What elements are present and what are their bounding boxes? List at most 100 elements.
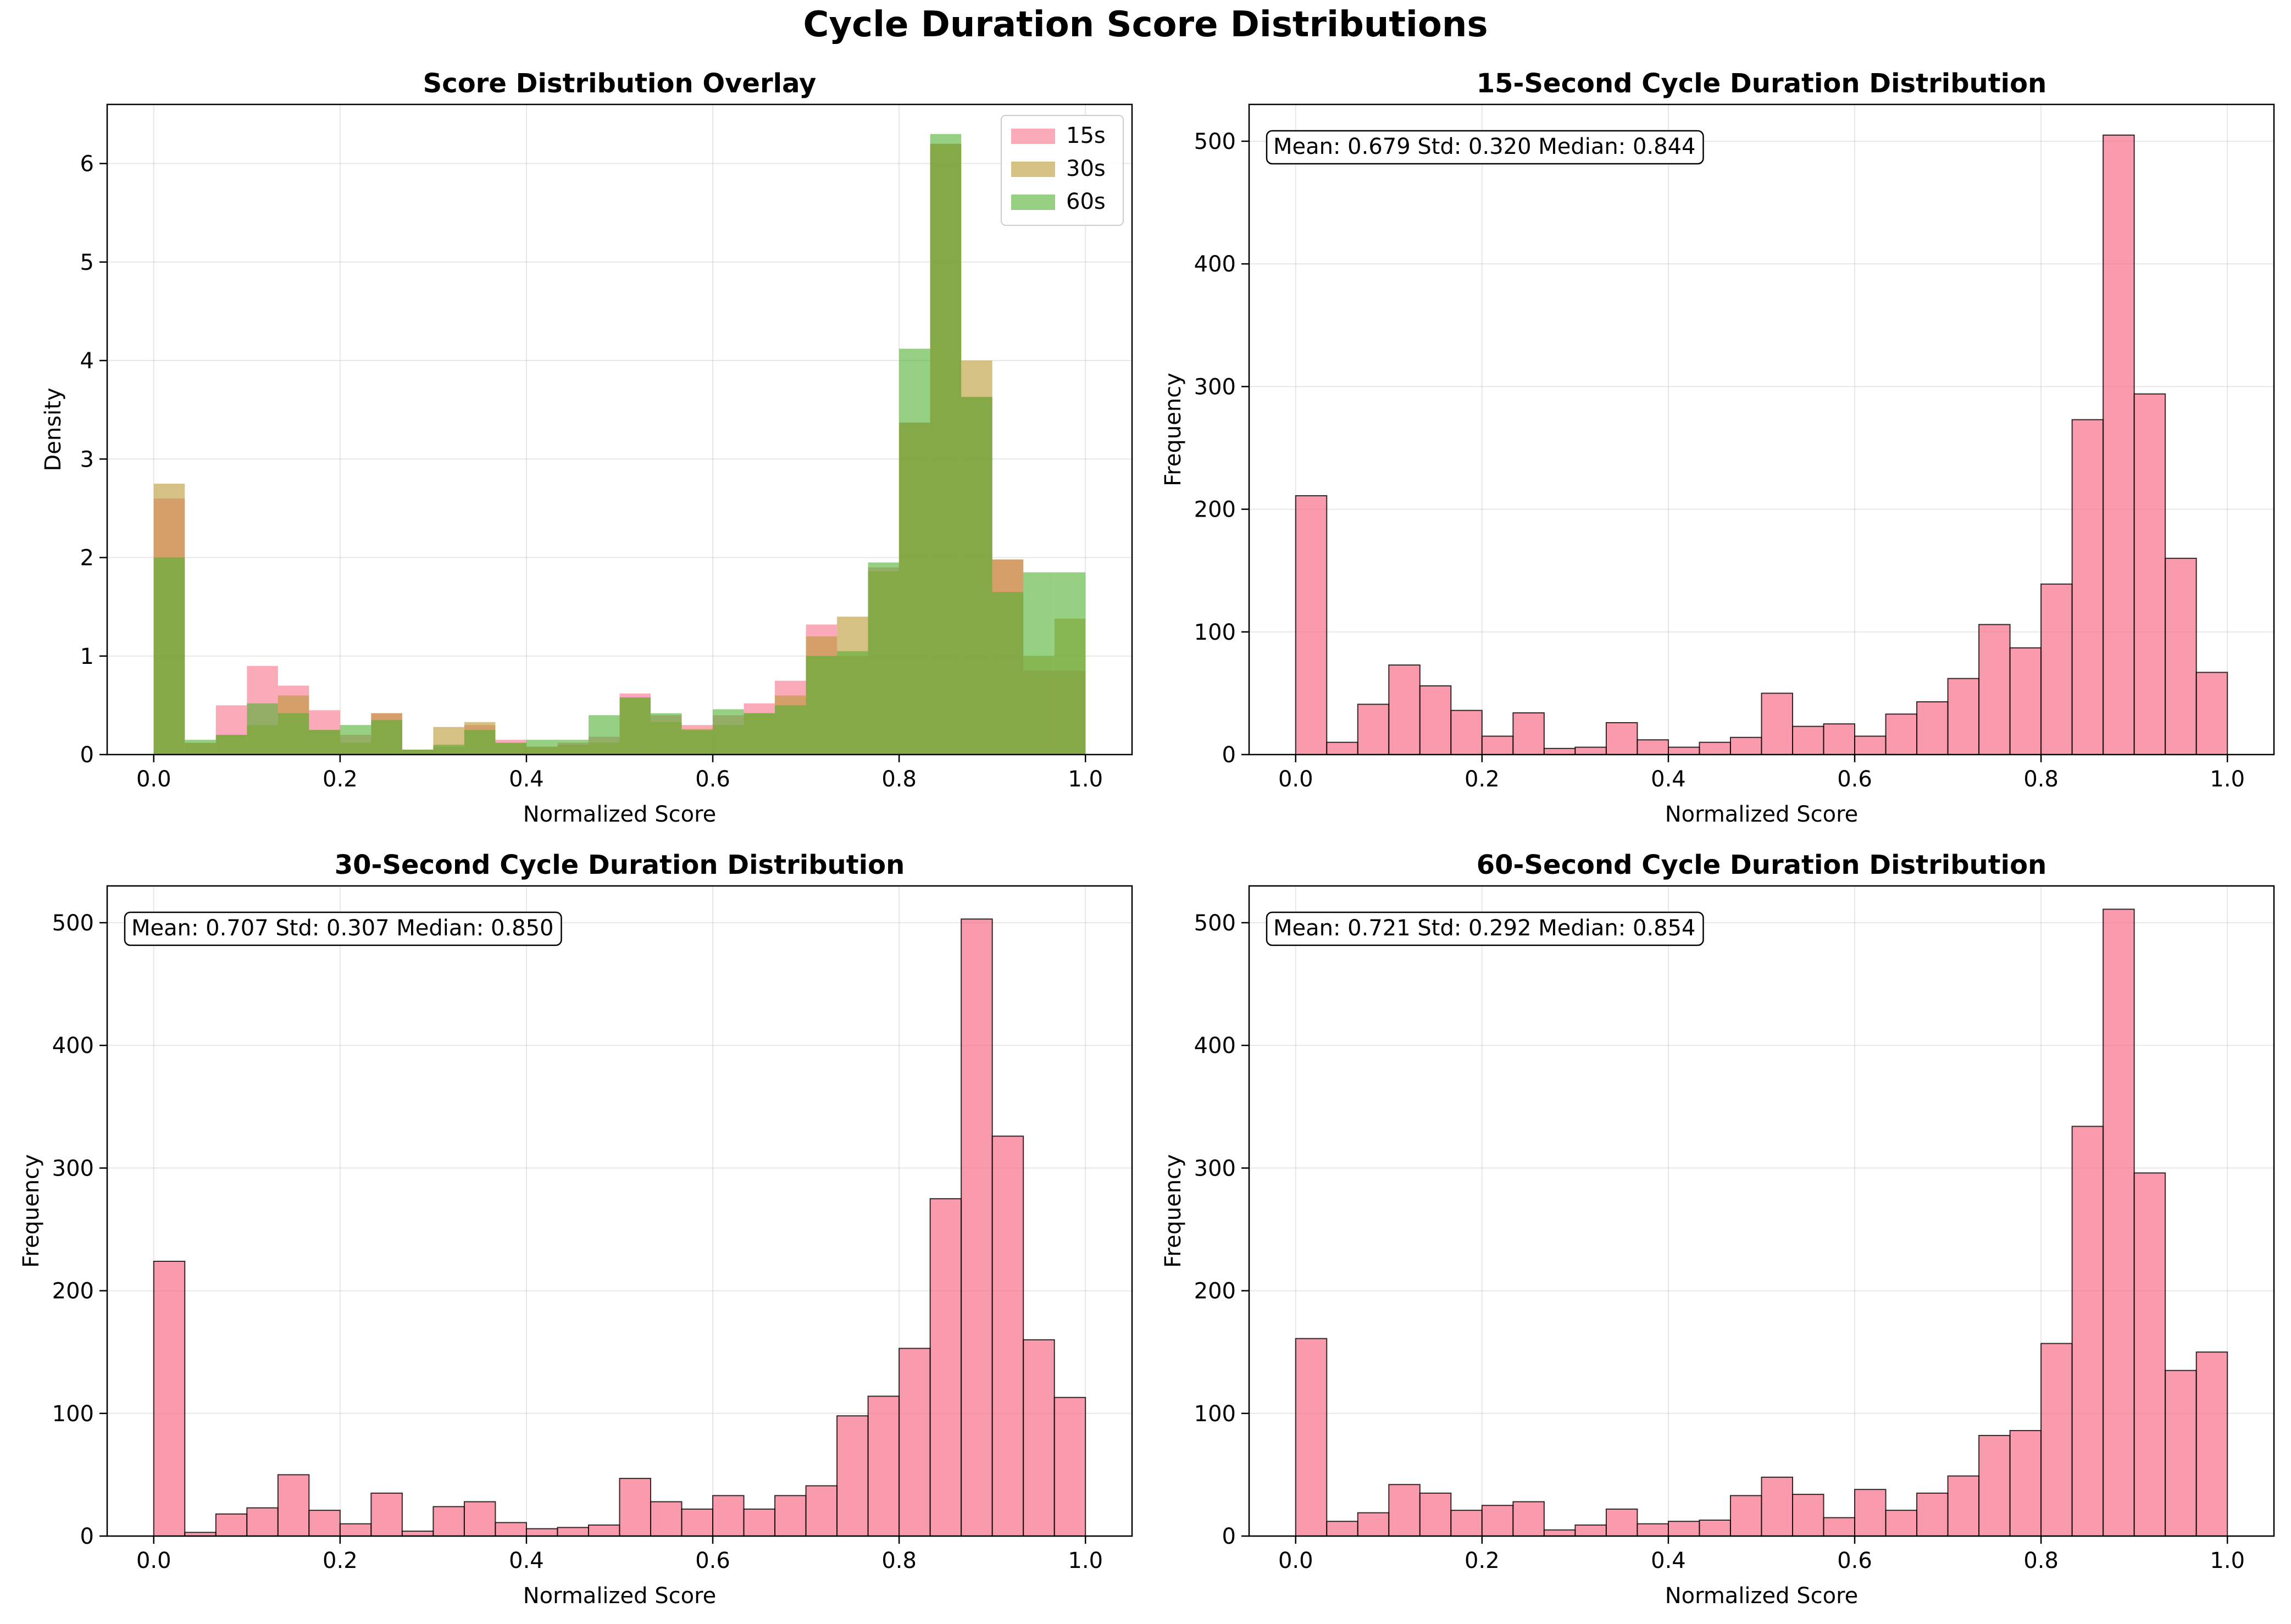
bar-60s-20 xyxy=(775,705,806,755)
bar-60s-25 xyxy=(930,134,962,755)
x-tick-label: 0.8 xyxy=(881,767,917,792)
bar-23 xyxy=(2009,1430,2042,1537)
stats-annotation: Mean: 0.679 Std: 0.320 Median: 0.844 xyxy=(1273,134,1695,159)
bar-60s-8 xyxy=(402,750,434,755)
x-tick-label: 0.2 xyxy=(323,1548,358,1573)
bar-15 xyxy=(1761,1476,1794,1537)
bar-21 xyxy=(1947,1475,1980,1537)
x-axis-label: Normalized Score xyxy=(1665,1583,1859,1609)
bar-26 xyxy=(961,918,993,1537)
bar-60s-12 xyxy=(526,740,558,755)
bar-0 xyxy=(1295,495,1328,756)
bar-22 xyxy=(836,1415,869,1537)
bar-28 xyxy=(2165,557,2197,755)
bar-1 xyxy=(1326,1521,1358,1537)
x-tick-label: 0.8 xyxy=(881,1548,917,1573)
stats-box xyxy=(124,911,562,946)
y-tick-label: 300 xyxy=(1194,374,1236,400)
axes-frame xyxy=(106,885,1133,1537)
bar-26 xyxy=(2103,908,2135,1537)
bar-27 xyxy=(2133,393,2166,755)
bar-28 xyxy=(1023,1339,1055,1537)
x-tick-label: 0.6 xyxy=(1837,1548,1872,1573)
y-tick-label: 500 xyxy=(1194,911,1236,936)
bar-7 xyxy=(1512,1501,1545,1537)
x-tick-label: 0.4 xyxy=(509,767,544,792)
bar-16 xyxy=(1792,725,1824,755)
bar-60s-9 xyxy=(433,745,464,755)
bar-17 xyxy=(1823,723,1856,756)
bar-2 xyxy=(1357,1512,1390,1537)
bar-60s-10 xyxy=(464,730,496,755)
y-axis-label: Density xyxy=(41,387,66,471)
bar-15 xyxy=(1761,692,1794,756)
x-tick-label: 0.2 xyxy=(1465,1548,1500,1573)
bar-60s-3 xyxy=(247,703,278,755)
bar-25 xyxy=(2071,1126,2104,1537)
stats-box xyxy=(1266,130,1704,165)
bar-20 xyxy=(774,1495,807,1537)
x-tick-label: 0.6 xyxy=(695,767,730,792)
bar-8 xyxy=(1543,1529,1576,1537)
legend-label-30s: 30s xyxy=(1066,156,1106,181)
bar-60s-28 xyxy=(1023,572,1055,755)
x-tick-label: 1.0 xyxy=(1068,1548,1103,1573)
bar-60s-6 xyxy=(340,725,371,755)
bar-6 xyxy=(1481,735,1514,756)
bar-60s-29 xyxy=(1054,572,1086,755)
x-axis-label: Normalized Score xyxy=(1665,802,1859,827)
y-tick-label: 300 xyxy=(1194,1156,1236,1181)
panel-30s: 0.0 0.2 0.4 0.6 0.8 1.0 0 100 200 300 400 500 30-Sec… xyxy=(19,850,1133,1609)
bar-60s-15 xyxy=(619,697,651,755)
legend-swatch-30s xyxy=(1011,162,1055,177)
bar-12 xyxy=(525,1528,558,1537)
bar-11 xyxy=(1637,1523,1669,1537)
bar-60s-16 xyxy=(651,713,682,755)
bar-8 xyxy=(1543,747,1576,755)
bar-6 xyxy=(1481,1505,1514,1537)
bar-17 xyxy=(681,1508,714,1537)
bar-27 xyxy=(991,1135,1024,1537)
x-tick-label: 0.6 xyxy=(695,1548,730,1573)
bar-11 xyxy=(495,1522,527,1537)
bar-15 xyxy=(619,1478,652,1537)
bar-60s-1 xyxy=(185,740,216,755)
panel-60s: 0.0 0.2 0.4 0.6 0.8 1.0 0 100 200 300 400 500 60-Sec… xyxy=(1161,850,2275,1609)
bar-20 xyxy=(1916,1492,1949,1537)
bar-19 xyxy=(743,1508,776,1537)
x-tick-label: 0.8 xyxy=(2023,767,2059,792)
x-tick-label: 0.2 xyxy=(323,767,358,792)
bar-17 xyxy=(1823,1517,1856,1537)
y-tick-label: 0 xyxy=(1222,1524,1236,1549)
bar-60s-19 xyxy=(744,713,775,755)
x-tick-label: 0.0 xyxy=(136,767,171,792)
y-tick-label: 400 xyxy=(1194,1033,1236,1058)
bar-60s-23 xyxy=(868,562,900,755)
bar-60s-17 xyxy=(681,730,713,755)
y-tick-label: 500 xyxy=(52,911,94,936)
y-tick-label: 100 xyxy=(1194,620,1236,645)
bar-20 xyxy=(1916,701,1949,755)
bar-9 xyxy=(432,1506,465,1537)
bar-29 xyxy=(1053,1396,1086,1537)
y-axis-label: Frequency xyxy=(1161,1154,1186,1268)
bar-5 xyxy=(1450,710,1483,755)
bar-12 xyxy=(1667,1521,1700,1537)
bar-3 xyxy=(246,1507,279,1537)
bar-2 xyxy=(1357,703,1390,755)
bar-60s-0 xyxy=(153,557,185,755)
bar-3 xyxy=(1388,664,1421,755)
bar-29 xyxy=(2195,1351,2228,1537)
bar-19 xyxy=(1885,713,1918,756)
bar-21 xyxy=(805,1485,838,1537)
axes-frame xyxy=(1248,885,2275,1537)
stats-box xyxy=(1266,911,1704,946)
y-tick-label: 4 xyxy=(80,348,94,374)
x-tick-label: 0.4 xyxy=(1651,767,1686,792)
bar-11 xyxy=(1637,739,1669,755)
y-tick-label: 100 xyxy=(1194,1401,1236,1427)
x-tick-label: 1.0 xyxy=(2210,1548,2245,1573)
bar-9 xyxy=(1574,746,1607,755)
axes-frame xyxy=(106,103,1133,756)
bar-18 xyxy=(1854,735,1887,756)
